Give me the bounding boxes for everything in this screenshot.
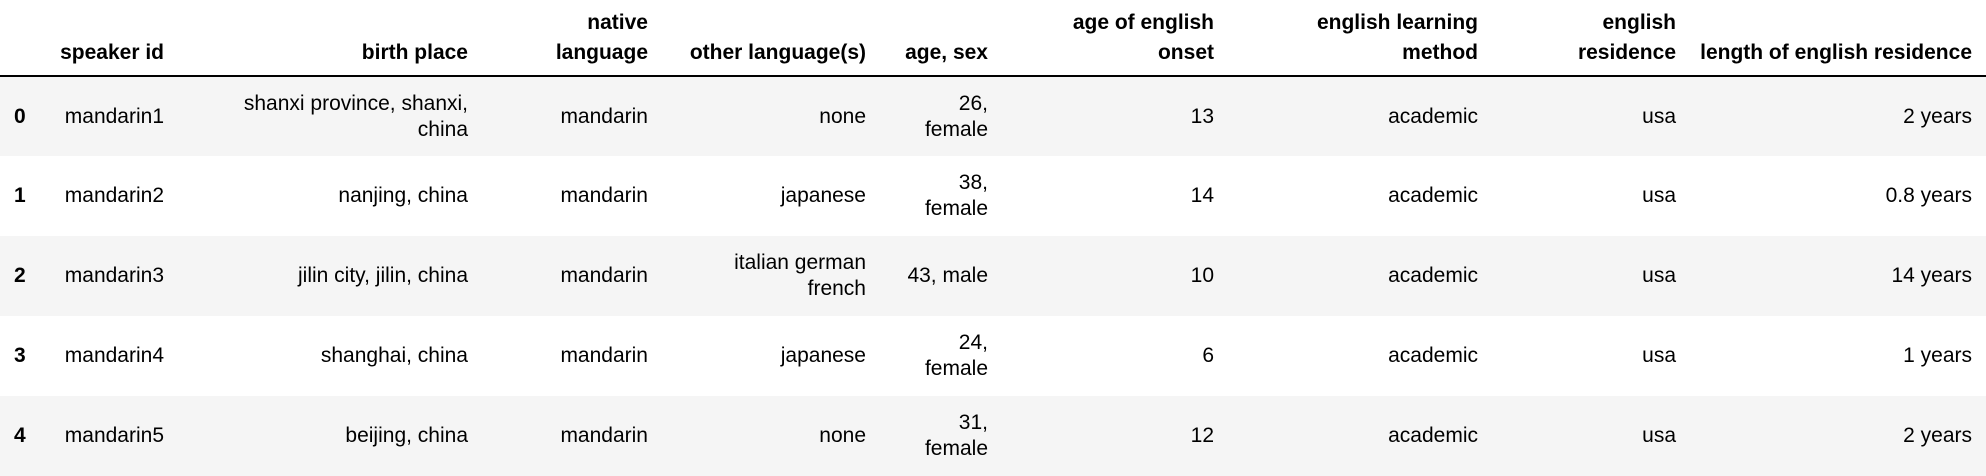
cell-english-learning-method: academic	[1388, 264, 1478, 287]
column-header-other-languages: other language(s)	[662, 0, 880, 77]
cell-age-of-english-onset: 13	[1190, 104, 1214, 128]
cell-age-sex: 31, female	[924, 411, 988, 460]
cell-age-of-english-onset: 12	[1190, 424, 1214, 447]
column-header-age-of-english-onset: age of english onset	[1002, 0, 1228, 77]
table-row: 0 mandarin1 shanxi province, shanxi, chi…	[0, 76, 1986, 156]
cell-english-learning-method: academic	[1388, 344, 1478, 367]
cell-age-sex: 43, male	[907, 264, 988, 287]
cell-other-languages: japanese	[780, 344, 866, 367]
cell-english-residence: usa	[1642, 104, 1676, 128]
cell-english-residence: usa	[1642, 264, 1676, 287]
cell-age-of-english-onset: 10	[1190, 264, 1214, 287]
cell-native-language: mandarin	[560, 264, 648, 287]
table-row: 1 mandarin2 nanjing, china mandarin japa…	[0, 156, 1986, 236]
cell-length-of-english-residence: 0.8 years	[1885, 184, 1972, 207]
cell-other-languages: italian german french	[734, 251, 866, 300]
cell-english-residence: usa	[1642, 344, 1676, 367]
column-header-age-sex: age, sex	[880, 0, 1002, 77]
column-header-native-language: native language	[482, 0, 662, 77]
cell-native-language: mandarin	[560, 184, 648, 207]
cell-length-of-english-residence: 2 years	[1903, 424, 1972, 447]
cell-native-language: mandarin	[560, 424, 648, 447]
cell-length-of-english-residence: 2 years	[1903, 104, 1972, 128]
cell-birth-place: nanjing, china	[338, 184, 468, 207]
cell-speaker-id: mandarin5	[64, 424, 164, 447]
column-header-english-residence: english residence	[1492, 0, 1690, 77]
cell-english-learning-method: academic	[1388, 424, 1478, 447]
row-index: 4	[14, 424, 26, 447]
cell-age-sex: 26, female	[924, 91, 988, 141]
cell-speaker-id: mandarin2	[64, 184, 164, 207]
cell-birth-place: beijing, china	[345, 424, 468, 447]
cell-length-of-english-residence: 14 years	[1891, 264, 1972, 287]
column-header-length-of-english-residence: length of english residence	[1690, 0, 1986, 77]
row-index: 0	[14, 104, 26, 128]
table-row: 4 mandarin5 beijing, china mandarin none…	[0, 396, 1986, 476]
cell-english-learning-method: academic	[1388, 184, 1478, 207]
cell-age-of-english-onset: 14	[1190, 184, 1214, 207]
cell-other-languages: none	[819, 424, 866, 447]
cell-speaker-id: mandarin4	[64, 344, 164, 367]
cell-native-language: mandarin	[560, 104, 648, 128]
cell-age-sex: 38, female	[924, 171, 988, 220]
column-header-speaker-id: speaker id	[40, 0, 178, 77]
cell-birth-place: jilin city, jilin, china	[298, 264, 468, 287]
index-header	[0, 0, 40, 77]
column-header-birth-place: birth place	[178, 0, 482, 77]
cell-other-languages: japanese	[780, 184, 866, 207]
table-row: 3 mandarin4 shanghai, china mandarin jap…	[0, 316, 1986, 396]
cell-other-languages: none	[819, 104, 866, 128]
cell-birth-place: shanghai, china	[320, 344, 468, 367]
row-index: 1	[14, 184, 26, 207]
header-row: speaker id birth place native language o…	[0, 0, 1986, 77]
column-header-english-learning-method: english learning method	[1228, 0, 1492, 77]
cell-speaker-id: mandarin1	[64, 104, 164, 128]
cell-speaker-id: mandarin3	[64, 264, 164, 287]
cell-english-residence: usa	[1642, 424, 1676, 447]
cell-length-of-english-residence: 1 years	[1903, 344, 1972, 367]
row-index: 3	[14, 344, 26, 367]
cell-age-of-english-onset: 6	[1202, 344, 1214, 367]
cell-english-residence: usa	[1642, 184, 1676, 207]
table-row: 2 mandarin3 jilin city, jilin, china man…	[0, 236, 1986, 316]
row-index: 2	[14, 264, 26, 287]
cell-birth-place: shanxi province, shanxi, china	[243, 91, 468, 141]
cell-native-language: mandarin	[560, 344, 648, 367]
cell-age-sex: 24, female	[924, 331, 988, 380]
cell-english-learning-method: academic	[1388, 104, 1478, 128]
